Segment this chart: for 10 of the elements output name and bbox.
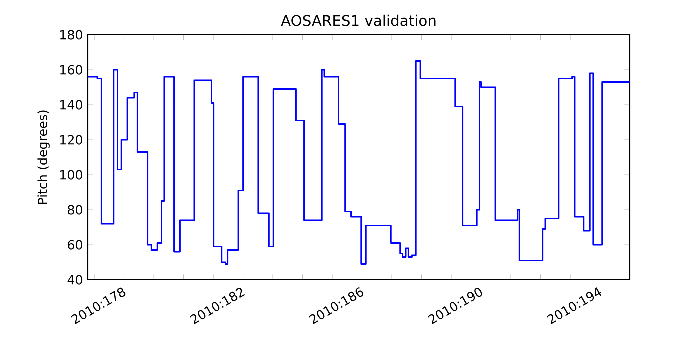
y-axis-title: Pitch (degrees)	[38, 110, 50, 204]
y-tick-label: 160	[60, 65, 82, 75]
y-tick-label: 60	[68, 240, 82, 250]
y-tick-label: 100	[60, 170, 82, 180]
chart-title: AOSARES1 validation	[281, 14, 436, 26]
y-tick-label: 180	[60, 30, 82, 40]
y-tick-label: 40	[68, 275, 82, 285]
y-tick-label: 120	[60, 135, 82, 145]
y-tick-label: 140	[60, 100, 82, 110]
y-tick-label: 80	[68, 205, 82, 215]
